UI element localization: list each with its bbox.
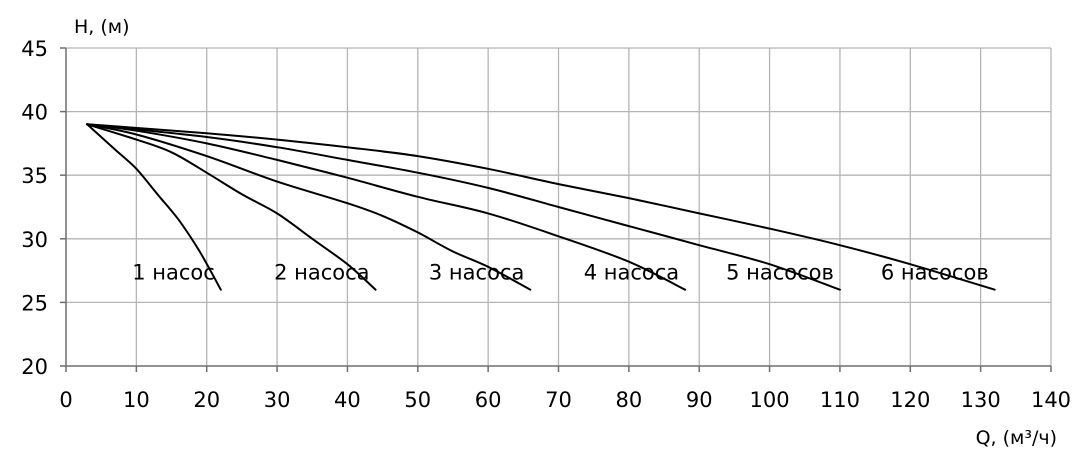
series-group (86, 123, 996, 291)
x-tick-label: 10 (123, 388, 150, 412)
x-tick-label: 30 (264, 388, 291, 412)
x-tick-label: 90 (686, 388, 713, 412)
x-tick-label: 100 (750, 388, 790, 412)
y-tick-label: 45 (21, 37, 48, 61)
series-line-4 (86, 123, 687, 291)
grid (66, 47, 1052, 366)
x-tick-label: 0 (59, 388, 72, 412)
x-tick-label: 40 (334, 388, 361, 412)
x-tick-label: 50 (404, 388, 431, 412)
series-line-6 (86, 123, 996, 291)
series-label-5: 5 насосов (726, 261, 834, 285)
x-tick-label: 20 (193, 388, 220, 412)
x-tick-label: 140 (1031, 388, 1071, 412)
y-tick-label: 35 (21, 164, 48, 188)
series-label-1: 1 насос (132, 261, 215, 285)
series-line-2 (86, 123, 377, 291)
tick-labels: 0 10 20 30 40 50 60 70 80 90 100 110 120 130 140 20 25 30… (21, 37, 1071, 412)
series-label-6: 6 насосов (881, 261, 989, 285)
series-label-4: 4 насоса (584, 261, 679, 285)
y-tick-label: 20 (21, 355, 48, 379)
y-axis-title: H, (м) (74, 16, 130, 38)
axes (60, 47, 1052, 372)
series-line-1 (86, 123, 222, 291)
x-tick-label: 110 (820, 388, 860, 412)
x-tick-label: 60 (475, 388, 502, 412)
x-tick-label: 70 (545, 388, 572, 412)
series-line-5 (86, 123, 841, 291)
y-tick-label: 25 (21, 291, 48, 315)
series-label-2: 2 насоса (274, 261, 369, 285)
x-axis-title: Q, (м³/ч) (976, 427, 1057, 449)
y-tick-label: 30 (21, 228, 48, 252)
series-line-3 (86, 123, 532, 291)
x-tick-label: 120 (890, 388, 930, 412)
x-tick-label: 130 (961, 388, 1001, 412)
y-tick-label: 40 (21, 101, 48, 125)
series-labels: 1 насос 2 насоса 3 насоса 4 насоса 5 насосов… (132, 261, 989, 285)
series-label-3: 3 насоса (429, 261, 524, 285)
x-tick-label: 80 (615, 388, 642, 412)
